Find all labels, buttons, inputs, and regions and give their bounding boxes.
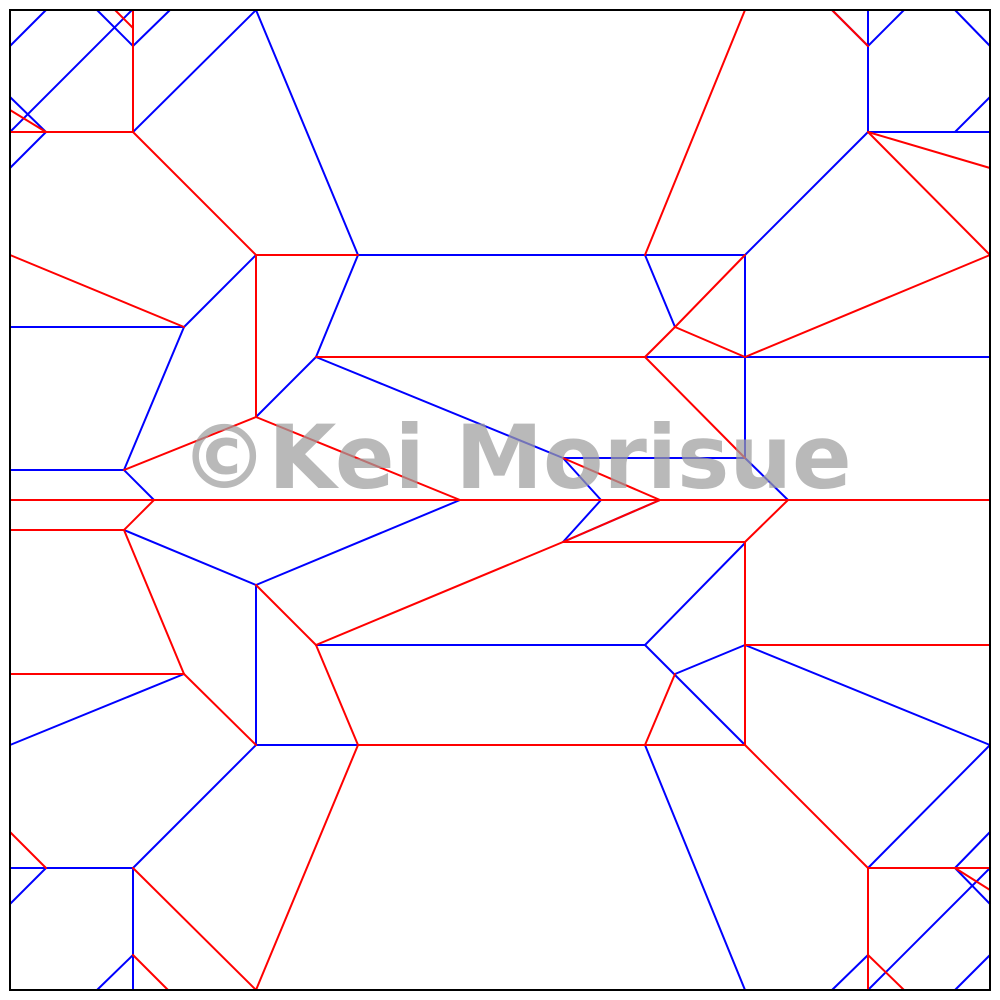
valley-crease-18: [562, 499, 602, 543]
valley-crease-9: [315, 254, 359, 358]
mountain-crease-36: [132, 954, 169, 991]
paper-border: [9, 9, 991, 991]
valley-crease-50: [644, 744, 746, 991]
mountain-crease-23: [315, 541, 564, 646]
valley-crease-20: [744, 457, 789, 501]
valley-crease-36: [255, 499, 461, 586]
valley-crease-48: [674, 644, 746, 675]
mountain-crease-13: [644, 356, 746, 459]
mountain-crease-14: [644, 326, 676, 358]
mountain-crease-35: [9, 831, 47, 869]
mountain-crease-46: [954, 867, 991, 891]
crease-lines: [9, 9, 991, 991]
valley-crease-38: [9, 673, 185, 746]
valley-crease-17: [562, 457, 602, 501]
mountain-crease-11: [644, 9, 746, 256]
valley-crease-53: [867, 867, 991, 991]
valley-crease-52: [954, 831, 991, 869]
valley-crease-54: [831, 954, 869, 991]
valley-crease-26: [644, 254, 676, 328]
watermark: ©Kei Morisue: [180, 406, 851, 509]
mountain-crease-16: [674, 326, 746, 358]
mountain-crease-27: [123, 499, 155, 531]
mountain-crease-9: [255, 416, 461, 501]
valley-crease-1: [9, 9, 133, 133]
valley-crease-11: [183, 254, 257, 328]
mountain-crease-19: [867, 131, 991, 169]
valley-crease-16: [315, 356, 564, 459]
valley-crease-56: [954, 867, 991, 905]
mountain-crease-22: [562, 499, 661, 543]
mountain-crease-17: [744, 254, 991, 358]
valley-crease-43: [9, 867, 47, 905]
valley-crease-10: [255, 356, 317, 418]
valley-crease-40: [132, 744, 257, 869]
valley-crease-4: [9, 96, 47, 133]
mountain-crease-8: [123, 416, 257, 471]
mountain-crease-28: [123, 529, 185, 675]
valley-crease-6: [132, 9, 257, 133]
mountain-crease-18: [867, 131, 991, 256]
mountain-crease-20: [831, 9, 869, 47]
mountain-crease-30: [183, 673, 257, 746]
mountain-crease-34: [132, 867, 257, 991]
valley-crease-51: [867, 744, 991, 869]
valley-crease-34: [954, 96, 991, 133]
mountain-crease-25: [744, 499, 789, 543]
mountain-crease-32: [315, 644, 359, 746]
valley-crease-2: [96, 9, 134, 47]
mountain-crease-31: [255, 584, 317, 646]
valley-crease-44: [96, 954, 134, 991]
mountain-crease-33: [255, 744, 359, 991]
mountain-crease-42: [744, 744, 869, 869]
mountain-crease-15: [674, 254, 746, 328]
mountain-crease-0: [9, 109, 47, 133]
valley-crease-13: [123, 326, 185, 471]
valley-crease-33: [954, 9, 991, 47]
valley-crease-47: [644, 644, 746, 746]
mountain-crease-38: [644, 673, 676, 746]
mountain-crease-45: [867, 954, 905, 991]
mountain-crease-4: [132, 131, 257, 256]
mountain-crease-3: [114, 9, 134, 29]
valley-crease-15: [123, 469, 155, 501]
mountain-crease-21: [562, 457, 661, 501]
valley-crease-28: [744, 131, 869, 256]
valley-crease-55: [954, 954, 991, 991]
valley-crease-7: [255, 9, 359, 256]
valley-crease-5: [9, 131, 47, 169]
valley-crease-35: [123, 529, 257, 586]
valley-crease-46: [644, 542, 746, 646]
valley-crease-3: [132, 9, 171, 47]
valley-crease-49: [744, 644, 991, 746]
valley-crease-32: [867, 9, 905, 47]
mountain-crease-7: [9, 254, 185, 328]
valley-crease-0: [9, 9, 47, 47]
